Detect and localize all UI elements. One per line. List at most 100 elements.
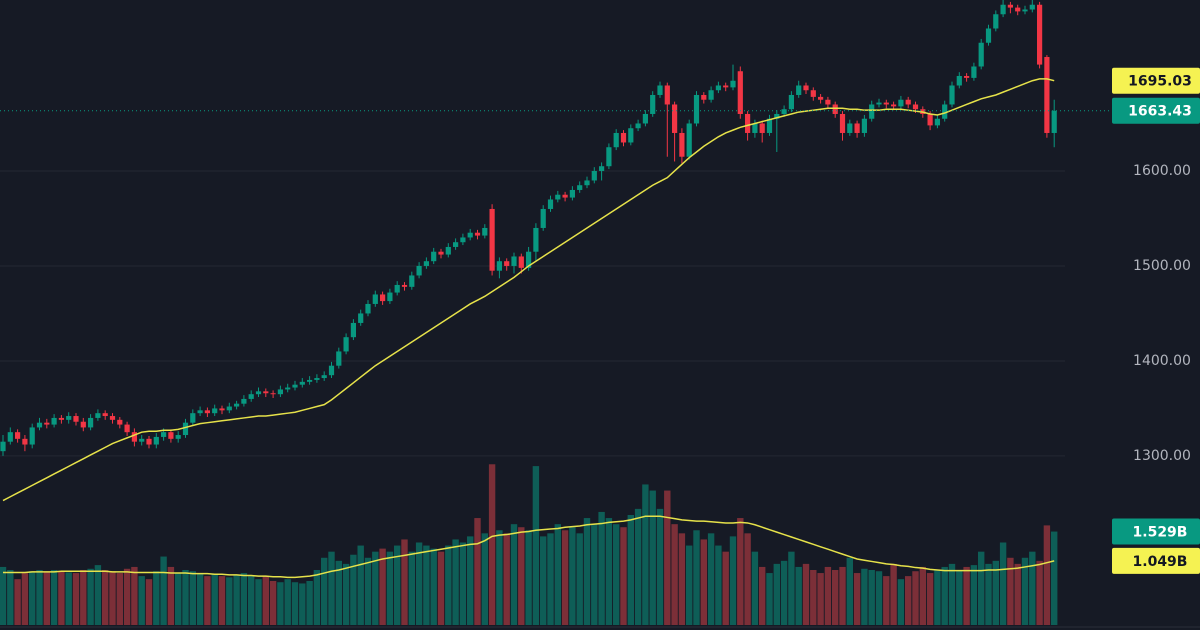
- candle-body: [496, 261, 502, 271]
- volume-bar: [788, 551, 795, 625]
- price-tag: [1112, 97, 1200, 124]
- candle-body: [95, 413, 101, 418]
- candle-body: [489, 208, 495, 271]
- candle-body: [847, 123, 853, 133]
- candle-body: [693, 94, 700, 124]
- volume-bar: [262, 576, 269, 625]
- candle-body: [58, 417, 64, 420]
- volume-bar: [897, 579, 905, 625]
- candle-body: [29, 427, 35, 445]
- volume-bar: [671, 524, 678, 625]
- candle-body: [854, 123, 860, 133]
- candle-body: [307, 379, 313, 382]
- volume-bar: [737, 518, 744, 625]
- candle-body: [686, 123, 692, 157]
- candle-body: [219, 408, 225, 411]
- candle-body: [752, 123, 758, 133]
- volume-bar: [445, 545, 452, 625]
- candle-body: [197, 410, 203, 414]
- candle-body: [22, 438, 28, 445]
- volume-bar: [109, 571, 116, 625]
- candle-body: [993, 14, 999, 29]
- volume-bar: [350, 554, 357, 625]
- candle-body: [839, 113, 846, 133]
- candle-body: [504, 261, 510, 266]
- candle-body: [1007, 4, 1013, 8]
- volume-bar: [510, 524, 518, 625]
- candle-body: [161, 432, 167, 437]
- volume-bar: [591, 524, 598, 625]
- candle-body: [964, 75, 970, 78]
- candle-body: [715, 85, 721, 91]
- volume-bar: [321, 557, 328, 625]
- candle-body: [934, 118, 940, 126]
- volume-bar: [313, 570, 321, 625]
- volume-bar: [744, 533, 751, 625]
- ma-line: [2, 78, 1055, 502]
- candle-body: [883, 102, 889, 105]
- price-tag: [1112, 67, 1200, 94]
- candle-body: [912, 104, 919, 110]
- volume-bar: [408, 551, 415, 625]
- volume-bar: [291, 582, 299, 625]
- volume-bar: [65, 572, 72, 625]
- candle-body: [1044, 56, 1050, 133]
- volume-bar: [759, 566, 766, 625]
- candle-body: [657, 85, 663, 95]
- candle-body: [482, 227, 488, 236]
- volume-bar: [306, 581, 313, 625]
- candle-body: [672, 104, 678, 133]
- volume-bar: [328, 551, 335, 625]
- volume-bar: [540, 536, 547, 625]
- volume-bar: [248, 576, 255, 625]
- candle-body: [292, 384, 298, 388]
- y-tick-label: 1300.00: [1133, 448, 1191, 464]
- candle-body: [401, 284, 408, 287]
- volume-bar: [196, 573, 204, 625]
- volume-bar: [394, 545, 401, 625]
- candle-body: [664, 85, 670, 105]
- candle-body: [701, 94, 707, 100]
- volume-bar: [379, 548, 386, 625]
- volume-bar: [642, 484, 649, 625]
- volume-bar: [715, 545, 722, 625]
- candle-body: [788, 94, 794, 110]
- candle-body: [190, 413, 196, 423]
- volume-bar: [255, 579, 262, 625]
- candle-body: [956, 75, 962, 86]
- volume-bar: [80, 570, 87, 625]
- candle-body: [606, 147, 612, 167]
- volume-bar: [868, 570, 875, 625]
- volume-bar: [1029, 551, 1036, 625]
- volume-bar: [415, 542, 423, 625]
- volume-bar: [576, 533, 583, 625]
- candle-body: [635, 123, 641, 129]
- volume-bar: [561, 530, 569, 625]
- volume-bar: [1051, 531, 1058, 625]
- candle-body: [146, 438, 152, 445]
- candle-body: [1000, 4, 1006, 15]
- volume-bar: [437, 551, 445, 625]
- volume-bar: [467, 536, 474, 625]
- volume-bar: [123, 568, 131, 625]
- candle-body: [642, 113, 648, 124]
- candle-body: [533, 227, 539, 252]
- candle-body: [409, 275, 415, 287]
- volume-bar: [722, 551, 729, 625]
- volume-bar: [729, 536, 737, 625]
- volume-bar: [948, 563, 956, 625]
- volume-bar: [131, 566, 138, 625]
- candle-body: [299, 381, 305, 385]
- candle-body: [212, 408, 218, 414]
- candle-body: [978, 42, 984, 67]
- volume-ma-line: [3, 515, 1055, 579]
- candle-body: [810, 90, 816, 97]
- candle-body: [562, 194, 568, 198]
- price-tag: [1112, 518, 1200, 545]
- candle-body: [416, 265, 422, 276]
- volume-bar: [532, 466, 540, 625]
- candle-body: [88, 417, 94, 428]
- volume-bar: [569, 527, 576, 625]
- volume-bar: [1043, 525, 1051, 625]
- volume-bar: [430, 548, 437, 625]
